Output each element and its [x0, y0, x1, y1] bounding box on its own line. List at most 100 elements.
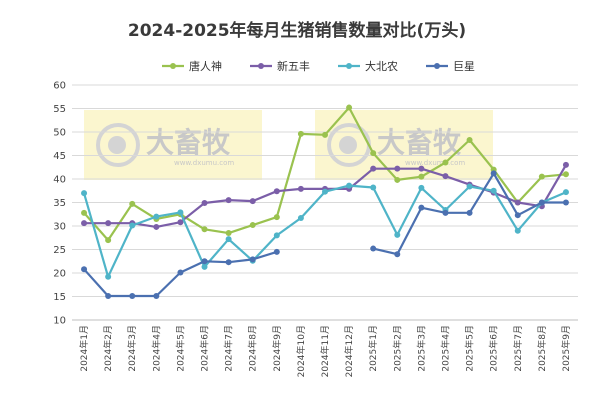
- data-point: [201, 263, 208, 270]
- data-point: [81, 220, 88, 227]
- data-point: [201, 258, 208, 265]
- x-tick-label: 2025年2月: [391, 325, 403, 372]
- x-tick-label: 2025年5月: [464, 325, 476, 372]
- data-point: [418, 173, 425, 180]
- data-point: [562, 199, 569, 206]
- data-point: [562, 171, 569, 178]
- watermark-url: www.dxumu.com: [174, 159, 234, 167]
- y-tick-label: 45: [53, 151, 66, 162]
- data-point: [273, 248, 280, 255]
- legend-label: 大北农: [365, 59, 398, 73]
- data-point: [249, 198, 256, 205]
- data-point: [225, 230, 232, 237]
- data-point: [418, 165, 425, 172]
- data-point: [129, 200, 136, 207]
- x-tick-label: 2024年3月: [126, 325, 138, 372]
- data-point: [442, 209, 449, 216]
- legend-swatch-marker: [346, 63, 352, 69]
- watermark-logo-core-icon: [108, 136, 126, 154]
- legend-label: 新五丰: [277, 59, 310, 73]
- x-tick-label: 2024年10月: [295, 325, 307, 377]
- data-point: [273, 232, 280, 239]
- watermark-text: 大畜牧: [146, 126, 231, 159]
- legend-item-1: 唐人神: [162, 59, 222, 73]
- data-point: [514, 227, 521, 234]
- x-tick-label: 2024年8月: [247, 325, 259, 372]
- data-point: [370, 245, 377, 252]
- data-point: [490, 187, 497, 194]
- x-tick-label: 2025年6月: [488, 325, 500, 372]
- series-3: [81, 182, 569, 280]
- data-point: [394, 251, 401, 258]
- data-point: [370, 150, 377, 157]
- data-point: [538, 173, 545, 180]
- data-point: [394, 176, 401, 183]
- data-point: [514, 199, 521, 206]
- data-point: [297, 185, 304, 192]
- data-point: [249, 256, 256, 263]
- legend-swatch-marker: [258, 63, 264, 69]
- x-tick-label: 2025年4月: [439, 325, 451, 372]
- legend-label: 唐人神: [189, 59, 222, 73]
- legend-label: 巨星: [453, 60, 475, 73]
- watermark-url: www.dxumu.com: [405, 159, 465, 167]
- y-tick-label: 20: [53, 269, 66, 280]
- legend: 唐人神 新五丰 大北农 巨星: [162, 59, 475, 73]
- y-tick-label: 40: [53, 175, 66, 186]
- x-tick-label: 2025年3月: [415, 325, 427, 372]
- data-point: [394, 165, 401, 172]
- legend-swatch-marker: [434, 63, 440, 69]
- y-tick-label: 25: [53, 245, 66, 256]
- y-tick-label: 30: [53, 222, 66, 233]
- data-point: [466, 209, 473, 216]
- x-tick-label: 2025年7月: [512, 325, 524, 372]
- data-point: [466, 183, 473, 190]
- x-tick-label: 2024年9月: [271, 325, 283, 372]
- x-tick-label: 2024年12月: [343, 325, 355, 377]
- data-point: [129, 222, 136, 229]
- x-tick-label: 2024年2月: [102, 325, 114, 372]
- x-tick-label: 2024年4月: [150, 325, 162, 372]
- y-tick-label: 35: [53, 198, 66, 209]
- x-tick-label: 2024年1月: [78, 325, 90, 372]
- y-tick-label: 10: [53, 316, 66, 327]
- data-point: [177, 269, 184, 276]
- data-point: [81, 209, 88, 216]
- data-point: [129, 293, 136, 300]
- legend-swatch-marker: [170, 63, 176, 69]
- data-point: [322, 131, 328, 138]
- data-point: [105, 220, 112, 227]
- data-point: [394, 231, 401, 238]
- y-tick-label: 55: [53, 104, 66, 115]
- data-point: [562, 189, 569, 196]
- legend-item-4: 巨星: [426, 60, 475, 73]
- data-point: [538, 199, 545, 206]
- data-point: [81, 190, 88, 197]
- data-point: [153, 213, 160, 220]
- data-point: [370, 184, 377, 191]
- data-point: [442, 173, 449, 180]
- data-point: [297, 215, 304, 222]
- x-axis: 2024年1月 2024年2月 2024年3月 2024年4月 2024年5月 2024年…: [72, 319, 578, 377]
- y-tick-label: 15: [53, 292, 66, 303]
- data-point: [370, 165, 377, 172]
- data-point: [346, 104, 353, 111]
- data-point: [418, 204, 425, 211]
- legend-item-2: 新五丰: [250, 59, 310, 73]
- data-point: [273, 214, 280, 221]
- x-tick-label: 2024年6月: [199, 325, 211, 372]
- data-point: [177, 209, 184, 216]
- data-point: [514, 212, 521, 219]
- x-tick-label: 2024年11月: [319, 325, 331, 377]
- data-point: [346, 182, 353, 189]
- watermark-logo-icon: [96, 123, 140, 167]
- data-point: [562, 161, 569, 168]
- y-tick-label: 60: [53, 81, 66, 92]
- data-point: [273, 188, 280, 195]
- data-point: [225, 197, 232, 204]
- data-point: [105, 273, 112, 280]
- series-1: [81, 104, 569, 244]
- data-point: [466, 136, 473, 143]
